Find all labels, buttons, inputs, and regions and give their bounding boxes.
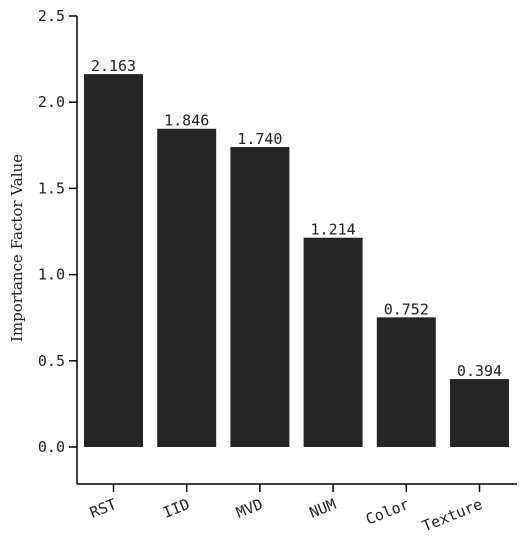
data-label-texture: 0.394 xyxy=(457,362,502,380)
y-tick-label: 2.5 xyxy=(38,7,65,25)
x-tick-label-num: NUM xyxy=(307,495,339,522)
bar-rst xyxy=(84,74,143,447)
x-tick-label-texture: Texture xyxy=(420,495,485,535)
y-tick-label: 1.0 xyxy=(38,266,65,284)
data-label-color: 0.752 xyxy=(384,300,429,318)
data-label-rst: 2.163 xyxy=(91,57,136,75)
x-tick-label-color: Color xyxy=(363,495,412,529)
bar-texture xyxy=(450,379,509,447)
bars xyxy=(84,74,509,448)
y-tick-label: 0.5 xyxy=(38,352,65,370)
x-tick-label-mvd: MVD xyxy=(234,495,266,522)
y-tick-label: 0.0 xyxy=(38,438,65,456)
bar-color xyxy=(376,317,436,447)
data-label-iid: 1.846 xyxy=(164,112,209,130)
data-label-num: 1.214 xyxy=(311,221,356,239)
bar-iid xyxy=(157,128,217,447)
y-axis-title: Importance Factor Value xyxy=(8,154,26,342)
x-tick-label-rst: RST xyxy=(87,495,119,522)
data-labels: 2.163 1.846 1.740 1.214 0.752 0.394 xyxy=(91,57,502,380)
bar-mvd xyxy=(230,147,290,448)
x-axis-ticks: RST IID MVD NUM Color Texture xyxy=(87,484,485,535)
x-tick-label-iid: IID xyxy=(160,495,192,522)
bar-num xyxy=(303,237,363,447)
y-axis-ticks: 0.0 0.5 1.0 1.5 2.0 2.5 xyxy=(38,7,77,456)
data-label-mvd: 1.740 xyxy=(237,130,282,148)
y-tick-label: 2.0 xyxy=(38,93,65,111)
y-tick-label: 1.5 xyxy=(38,179,65,197)
